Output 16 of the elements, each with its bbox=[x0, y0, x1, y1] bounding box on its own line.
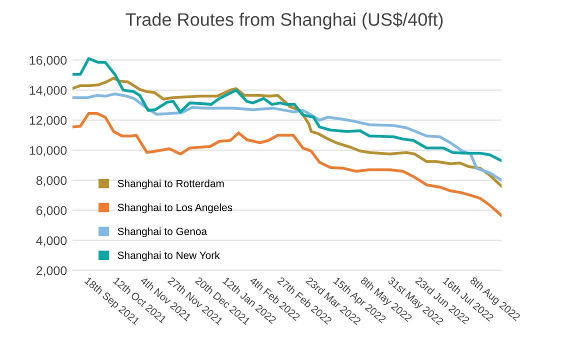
y-tick-label: 8,000 bbox=[36, 176, 67, 186]
y-tick-label: 14,000 bbox=[30, 86, 67, 96]
y-tick-label: 6,000 bbox=[36, 206, 67, 216]
y-tick-label: 16,000 bbox=[30, 56, 67, 66]
legend-label: Shanghai to Los Angeles bbox=[118, 204, 232, 214]
line-series bbox=[72, 112, 502, 218]
legend-label: Shanghai to New York bbox=[118, 251, 220, 262]
legend-label: Shanghai to Rotterdam bbox=[118, 180, 224, 190]
y-tick-label: 12,000 bbox=[30, 116, 67, 126]
y-tick-label: 10,000 bbox=[30, 146, 67, 156]
legend-label: Shanghai to Genoa bbox=[118, 227, 208, 238]
y-tick-label: 2,000 bbox=[36, 266, 67, 277]
line-series bbox=[72, 57, 502, 162]
y-tick-label: 4,000 bbox=[36, 236, 67, 247]
line-series bbox=[72, 76, 502, 188]
chart-title: Trade Routes from Shanghai (US$/40ft) bbox=[126, 12, 443, 30]
